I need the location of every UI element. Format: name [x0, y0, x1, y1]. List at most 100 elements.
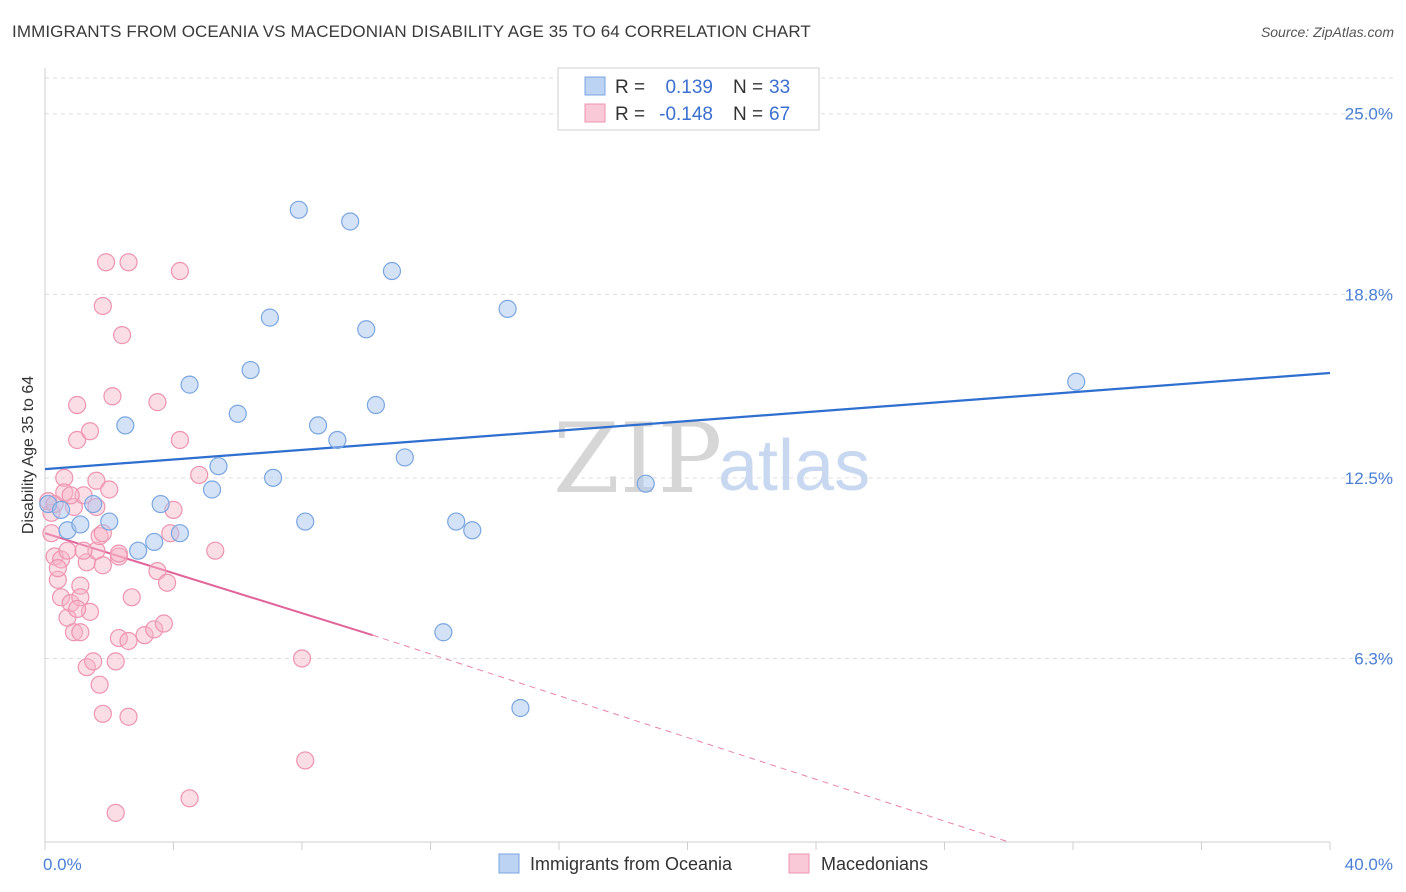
series-swatch-macedonians: [788, 853, 810, 874]
legend-r-label-2: R =: [615, 104, 645, 125]
point-macedonians: [170, 261, 190, 281]
point-oceania: [511, 698, 530, 718]
point-oceania: [71, 515, 90, 534]
macedonians-points: [39, 253, 315, 822]
point-macedonians: [148, 561, 167, 581]
point-macedonians: [68, 430, 87, 450]
point-macedonians: [64, 623, 84, 642]
point-macedonians: [84, 652, 103, 671]
point-oceania: [241, 360, 260, 380]
point-macedonians: [292, 649, 312, 668]
point-oceania: [382, 261, 402, 281]
point-macedonians: [87, 471, 106, 490]
point-macedonians: [103, 387, 122, 406]
legend-swatch-oceania: [584, 76, 606, 96]
point-oceania: [498, 299, 517, 318]
point-macedonians: [157, 573, 177, 592]
legend-n-value-2: 67: [769, 104, 790, 125]
point-macedonians: [61, 486, 80, 505]
x-tick-label-min: 0.0%: [43, 855, 82, 874]
legend-r-value-1: 0.139: [665, 77, 713, 98]
trend-line-oceania: [44, 371, 1331, 471]
point-macedonians: [51, 588, 71, 607]
series-label-oceania: Immigrants from Oceania: [530, 854, 733, 874]
point-macedonians: [296, 751, 315, 770]
point-macedonians: [119, 631, 138, 651]
point-oceania: [145, 532, 164, 552]
point-oceania: [51, 500, 71, 519]
point-oceania: [289, 200, 308, 219]
stats-legend: R = 0.139 N = 33 R = -0.148 N = 67: [557, 67, 820, 131]
axes: [44, 68, 1331, 850]
point-oceania: [341, 212, 360, 231]
point-oceania: [100, 512, 119, 531]
point-oceania: [202, 480, 222, 499]
trend-lines: [44, 371, 1331, 843]
point-macedonians: [71, 623, 90, 642]
y-axis-label: Disability Age 35 to 64: [20, 376, 37, 534]
point-macedonians: [206, 541, 225, 560]
series-legend: Immigrants from Oceania Macedonians: [498, 853, 928, 874]
source-label: Source: ZipAtlas.com: [1260, 24, 1394, 40]
point-macedonians: [112, 326, 132, 345]
trend-line-macedonians: [44, 532, 373, 637]
point-macedonians: [55, 468, 74, 487]
point-macedonians: [180, 789, 199, 808]
point-macedonians: [145, 620, 164, 639]
point-macedonians: [93, 556, 112, 575]
point-oceania: [1067, 372, 1086, 391]
point-oceania: [636, 474, 655, 493]
point-macedonians: [170, 430, 190, 450]
point-oceania: [357, 320, 376, 339]
series-label-macedonians: Macedonians: [821, 854, 928, 874]
point-macedonians: [148, 393, 167, 412]
series-swatch-oceania: [498, 853, 520, 874]
legend-n-label-2: N =: [733, 104, 763, 125]
point-oceania: [180, 375, 199, 394]
point-macedonians: [58, 541, 77, 560]
point-oceania: [260, 308, 279, 327]
point-macedonians: [93, 296, 112, 316]
watermark: ZIP atlas: [553, 403, 870, 515]
point-macedonians: [119, 253, 138, 272]
chart-title: IMMIGRANTS FROM OCEANIA VS MACEDONIAN DI…: [12, 22, 811, 41]
point-macedonians: [154, 614, 173, 633]
legend-n-label-1: N =: [733, 77, 763, 98]
point-oceania: [129, 541, 148, 560]
point-macedonians: [93, 704, 112, 723]
point-oceania: [328, 430, 347, 450]
y-tick-labels: 6.3% 12.5% 18.8% 25.0%: [1345, 105, 1393, 669]
legend-swatch-macedonians: [584, 103, 606, 123]
y-tick-label: 18.8%: [1345, 285, 1393, 304]
legend-r-value-2: -0.148: [659, 104, 713, 125]
point-macedonians: [100, 480, 119, 499]
point-macedonians: [68, 395, 87, 415]
point-macedonians: [68, 599, 87, 619]
legend-n-value-1: 33: [769, 77, 790, 98]
oceania-points: [39, 200, 1086, 718]
point-macedonians: [119, 707, 138, 726]
point-macedonians: [135, 626, 154, 645]
point-oceania: [366, 395, 385, 415]
point-oceania: [84, 494, 103, 514]
point-oceania: [308, 416, 328, 435]
point-macedonians: [42, 524, 61, 543]
point-oceania: [395, 448, 414, 467]
point-oceania: [151, 494, 170, 514]
point-macedonians: [90, 675, 109, 694]
point-macedonians: [109, 544, 128, 563]
y-tick-label: 25.0%: [1345, 105, 1393, 124]
point-macedonians: [71, 588, 90, 607]
point-macedonians: [48, 559, 67, 578]
watermark-zip: ZIP: [553, 403, 722, 515]
point-oceania: [463, 521, 482, 540]
point-oceania: [296, 512, 315, 531]
point-oceania: [434, 623, 453, 642]
point-macedonians: [90, 527, 109, 546]
point-macedonians: [190, 465, 209, 485]
point-macedonians: [122, 588, 141, 607]
point-macedonians: [106, 652, 125, 671]
point-oceania: [447, 512, 466, 531]
point-macedonians: [74, 541, 93, 560]
